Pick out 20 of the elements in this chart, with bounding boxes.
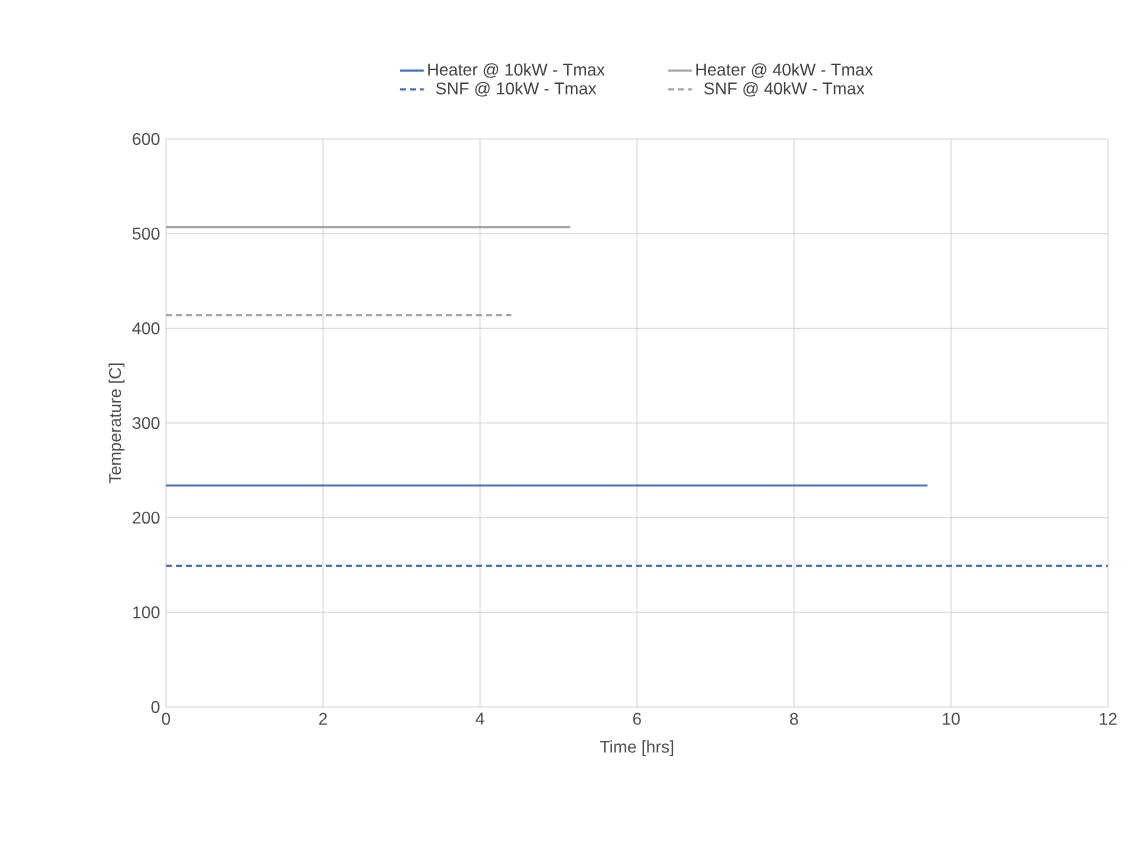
y-tick-label: 100	[133, 606, 160, 619]
x-tick-label: 10	[942, 712, 960, 725]
x-tick-label: 2	[319, 712, 327, 725]
x-tick-label: 12	[1099, 712, 1117, 725]
y-tick-label: 0	[151, 701, 160, 713]
legend-label: SNF @ 40kW - Tmax	[704, 82, 865, 97]
x-tick-label: 8	[790, 712, 798, 725]
y-tick-label: 500	[132, 227, 160, 240]
legend-label: SNF @ 10kW - Tmax	[436, 82, 597, 97]
y-tick-label: 200	[132, 511, 160, 524]
legend-label: Heater @ 40kW - Tmax	[696, 63, 873, 78]
x-tick-label: 4	[475, 712, 485, 725]
y-tick-label: 600	[132, 133, 160, 145]
x-axis-title: Time [hrs]	[600, 740, 674, 757]
legend-label: Heater @ 10kW - Tmax	[428, 63, 605, 78]
x-tick-label: 0	[161, 712, 171, 725]
y-axis-title: Temperature [C]	[108, 363, 125, 484]
y-tick-label: 400	[132, 322, 160, 335]
x-tick-label: 6	[633, 712, 641, 725]
y-tick-label: 300	[132, 417, 160, 429]
